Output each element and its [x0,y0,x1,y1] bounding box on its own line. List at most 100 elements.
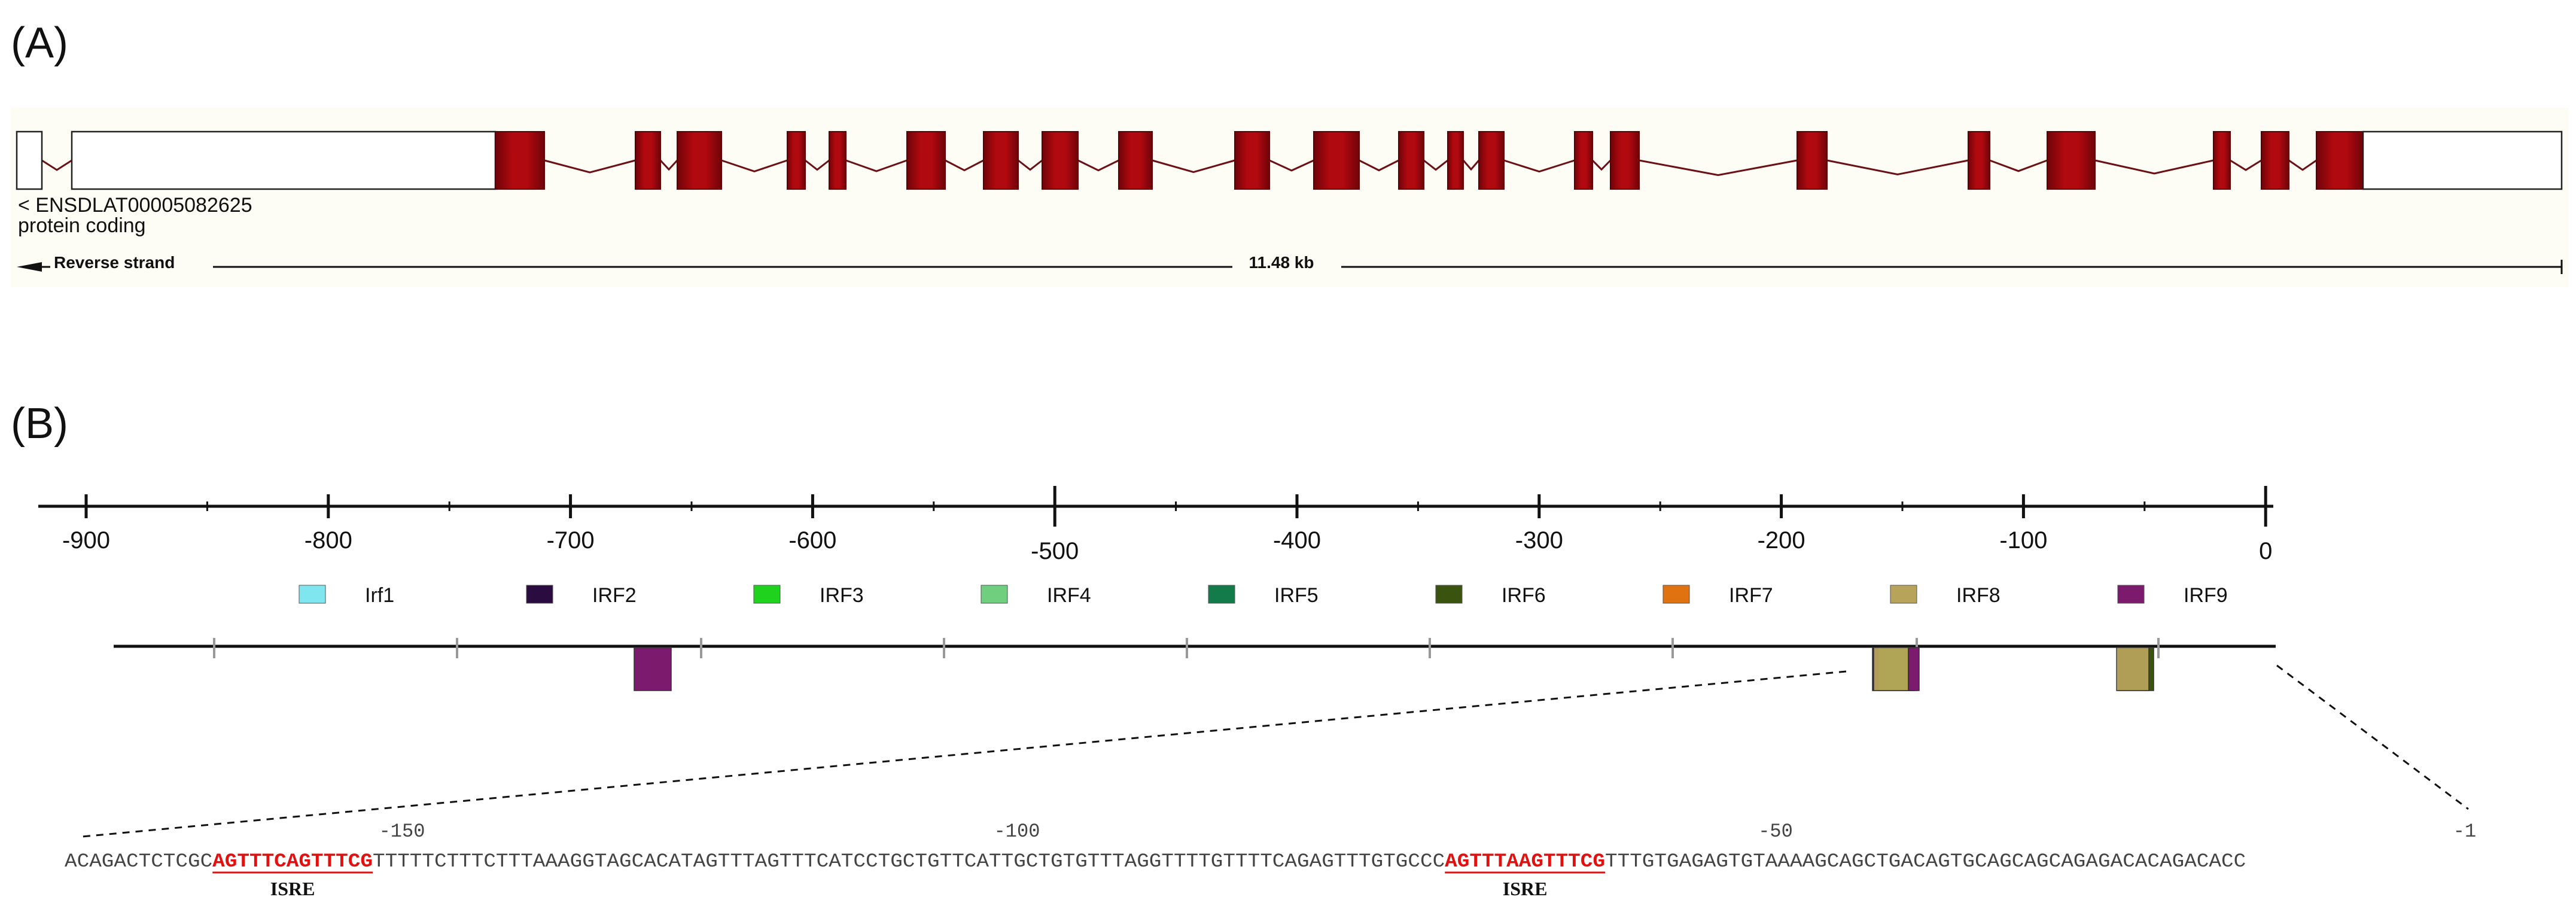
legend-swatch [753,585,781,604]
legend-label: IRF8 [1956,584,2000,607]
zoom-guide-right [2276,664,2469,810]
exon-block [677,131,722,190]
intron-line [1152,159,1235,174]
legend-label: IRF5 [1274,584,1319,607]
panel-b-label: (B) [11,400,68,448]
legend-swatch [1435,585,1463,604]
exon-block [1118,131,1153,190]
utr-block [16,130,43,190]
exon-block [2047,131,2096,190]
intron-line [1591,159,1612,171]
legend-swatch [526,585,553,604]
legend-swatch [1890,585,1917,604]
legend-label: IRF2 [592,584,637,607]
legend-swatch [1208,585,1235,604]
sequence-position-label: -150 [379,820,425,843]
promoter-track [114,638,2276,691]
binding-site-irf8 [1873,647,1909,691]
promoter-panel: -900 -800 -700 -600 -500 -400 -300 -200 -100 0 Ir… [38,486,2476,899]
isre-motif: AGTTTCAGTTTCG [212,850,373,873]
exon-block [1574,131,1593,190]
promoter-sequence: ACAGACTCTCGC AGTTTCAGTTTCG TTTTTCTTTCTTTAA… [65,820,2476,899]
exon-block [1313,131,1360,190]
isre-motif: AGTTTAAGTTTCG [1445,850,1605,873]
binding-site-irf9 [634,647,672,691]
intron-line [2230,159,2262,171]
axis-tick-label: -600 [788,527,836,554]
exon-block [2213,131,2231,190]
gene-model-panel: < ENSDLAT00005082625 protein coding Reve… [11,108,2569,287]
intron-line [1077,159,1119,172]
intron-line [544,159,636,174]
exon-block [1398,131,1424,190]
axis-tick-label: -200 [1758,527,1805,554]
intron-line [1423,159,1448,171]
exon-block [1234,131,1270,190]
axis-tick-label: -400 [1273,527,1321,554]
intron-line [845,159,908,172]
axis-tick-label: -700 [547,527,595,554]
sequence-position-label: -100 [994,820,1040,843]
legend-label: Irf1 [365,584,394,607]
position-axis: -900 -800 -700 -600 -500 -400 -300 -200 -100 0 [38,486,2273,564]
exon-block [1796,131,1828,190]
legend-label: IRF6 [1502,584,1546,607]
utr-block [71,130,497,190]
legend-swatch [299,585,326,604]
intron-line [945,159,984,172]
intron-line [1989,159,2048,172]
irf-legend: Irf1 IRF2 IRF3 IRF4 IRF5 IRF6 IRF7 IRF8 IRF9 [299,584,2228,607]
exon-block [635,131,661,190]
sequence-position-label: -50 [1758,820,1793,843]
intron-line [1503,159,1575,173]
exon-block [1968,131,1990,190]
strand-scale: Reverse strand 11.48 kb [17,253,2563,274]
axis-tick-label: -800 [305,527,352,554]
zoom-guides [82,664,2469,838]
intron-line [1269,159,1314,172]
intron-line [805,159,830,171]
binding-site-irf8 [2116,647,2149,691]
isre-label: ISRE [1503,878,1548,899]
sequence-position-label: -1 [2453,820,2476,843]
zoom-guide-left [82,670,1847,838]
legend-label: IRF9 [2184,584,2228,607]
binding-site-irf9 [1908,647,1920,691]
exon-block [1447,131,1464,190]
legend-label: IRF4 [1047,584,1091,607]
axis-tick-label: 0 [2259,538,2272,564]
exon-block [1042,131,1079,190]
intron-line [659,159,678,171]
sequence-segment: TTTGTGAGAGTGTAAAAGCAGCTGACAGTGCAGCAGCAGA… [1605,850,2246,873]
intron-line [1018,159,1043,171]
axis-tick-label: -900 [62,527,110,554]
transcript-biotype: protein coding [18,214,146,237]
legend-label: IRF3 [820,584,864,607]
length-label: 11.48 kb [1249,253,1314,272]
legend-swatch [981,585,1008,604]
exon-block [1478,131,1505,190]
intron-line [2288,159,2317,171]
legend-label: IRF7 [1729,584,1773,607]
transcript-name: < ENSDLAT00005082625 [18,194,252,217]
intron-line [41,159,72,171]
axis-tick-label: -300 [1515,527,1563,554]
intron-line [1639,159,1798,177]
intron-line [721,159,788,172]
sequence-segment: TTTTTCTTTCTTTAAAGGTAGCACATAGTTTAGTTTCATC… [373,850,1445,873]
sequence-text: ACAGACTCTCGC AGTTTCAGTTTCG TTTTTCTTTCTTTAA… [65,850,2246,873]
legend-swatch [1662,585,1690,604]
legend-swatch [2117,585,2145,604]
intron-line [1826,159,1969,175]
reverse-strand-arrow-icon [17,262,42,272]
exon-block [906,131,946,190]
exon-block [2316,131,2364,190]
gene-model [16,130,2563,190]
axis-tick-label: -100 [1999,527,2047,554]
exon-block [787,131,806,190]
intron-line [1462,160,1480,171]
sequence-segment: ACAGACTCTCGC [65,850,212,873]
axis-tick-label: -500 [1031,538,1079,564]
exon-block [829,131,847,190]
